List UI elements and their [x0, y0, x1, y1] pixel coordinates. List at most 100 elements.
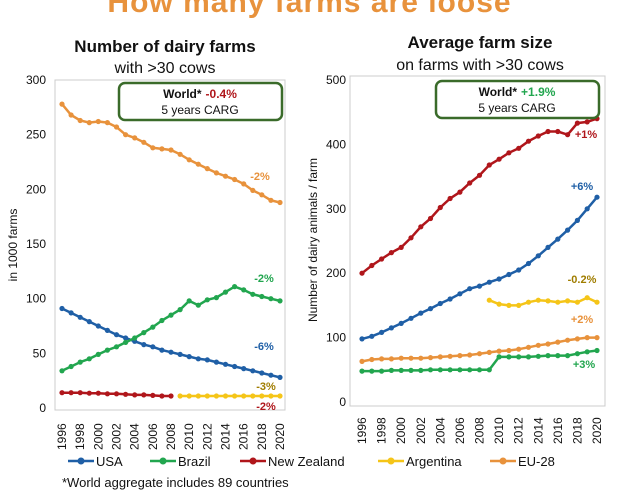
right-point-eu-28	[535, 342, 541, 348]
right-point-new-zealand	[545, 128, 551, 135]
right-x-ticks: 1996 1998 2000 2002 2004 2006 2008 2010 2012 2014…	[355, 417, 604, 444]
left-callout-label: World*	[163, 87, 202, 101]
right-line-new-zealand	[361, 117, 598, 275]
right-point-argentina	[525, 299, 532, 305]
left-x-tick-label: 2018	[255, 423, 269, 450]
right-label-usa: +6%	[571, 181, 594, 193]
left-y-tick-label: 200	[26, 182, 46, 196]
right-point-eu-28	[565, 337, 571, 343]
left-point-eu-28	[95, 118, 101, 125]
left-y-tick-label: 50	[33, 346, 47, 360]
right-point-usa	[369, 333, 375, 339]
left-point-brazil	[213, 295, 219, 301]
right-y-tick-label: 200	[326, 266, 346, 280]
left-point-eu-28	[159, 146, 165, 152]
legend-item-argentina: Argentina	[378, 454, 462, 469]
right-point-argentina	[516, 302, 522, 308]
left-point-new-zealand	[77, 390, 83, 396]
right-y-tick-label: 400	[326, 137, 346, 151]
left-point-usa	[168, 349, 174, 355]
left-point-brazil	[186, 298, 192, 304]
right-plot-frame	[349, 75, 606, 407]
left-point-new-zealand	[132, 392, 138, 398]
left-point-new-zealand	[86, 390, 92, 396]
right-y-tick-label: 300	[326, 202, 346, 216]
right-point-argentina	[496, 301, 502, 307]
right-point-new-zealand	[476, 172, 483, 178]
left-point-eu-28	[186, 157, 192, 163]
right-point-brazil	[525, 354, 532, 360]
right-point-usa	[486, 279, 492, 285]
banner-title: How many farms are loose	[107, 0, 512, 19]
left-label-brazil: -2%	[254, 273, 274, 285]
left-label-usa: -6%	[254, 341, 274, 353]
right-point-usa	[457, 291, 463, 297]
right-point-argentina	[545, 298, 551, 304]
right-point-new-zealand	[427, 215, 434, 222]
left-point-brazil	[68, 363, 74, 370]
right-point-new-zealand	[555, 128, 561, 135]
right-point-eu-28	[496, 348, 502, 354]
left-point-eu-28	[59, 101, 65, 107]
left-point-usa	[186, 354, 192, 360]
left-y-tick-label: 250	[26, 128, 46, 142]
right-point-usa	[584, 206, 590, 212]
right-point-usa	[574, 217, 581, 223]
left-point-brazil	[123, 339, 129, 345]
left-point-usa	[123, 335, 129, 341]
left-point-usa	[77, 314, 83, 320]
right-point-eu-28	[545, 341, 551, 347]
right-point-new-zealand	[565, 132, 571, 138]
right-point-eu-28	[555, 339, 561, 345]
left-point-usa	[213, 359, 219, 365]
left-point-brazil	[113, 344, 120, 350]
left-point-usa	[113, 332, 120, 338]
left-callout-value: -0.4%	[206, 87, 238, 101]
left-point-brazil	[77, 359, 83, 365]
right-point-eu-28	[398, 355, 404, 361]
left-x-tick-label: 2000	[91, 423, 105, 450]
left-point-argentina	[241, 393, 247, 399]
right-point-eu-28	[486, 349, 492, 355]
left-plot-frame	[54, 79, 286, 411]
left-point-argentina	[177, 393, 183, 399]
right-x-tick-label: 2012	[512, 417, 526, 444]
left-label-eu-28: -2%	[250, 171, 270, 183]
right-point-brazil	[516, 354, 522, 360]
right-x-tick-label: 2006	[453, 417, 467, 444]
left-x-tick-label: 2010	[182, 423, 196, 450]
right-y-tick-label: 100	[326, 331, 346, 345]
left-point-usa	[104, 327, 110, 333]
left-point-argentina	[222, 393, 229, 399]
left-point-brazil	[95, 351, 101, 357]
left-point-brazil	[222, 289, 229, 295]
left-point-eu-28	[259, 192, 265, 198]
right-world-callout	[434, 79, 601, 120]
right-callout-line1: World* +1.9%	[479, 85, 556, 99]
left-callout-sub: 5 years CARG	[161, 103, 238, 117]
left-point-new-zealand	[141, 392, 147, 398]
legend-marker	[387, 457, 395, 465]
left-x-tick-label: 2012	[200, 423, 214, 450]
left-x-tick-label: 2002	[110, 423, 124, 450]
right-point-eu-28	[447, 353, 453, 359]
right-point-usa	[388, 325, 394, 331]
left-point-usa	[204, 357, 210, 363]
left-world-callout	[117, 81, 284, 122]
left-x-tick-label: 2014	[219, 423, 233, 450]
right-point-eu-28	[427, 355, 434, 361]
legend-marker	[499, 457, 507, 465]
left-point-new-zealand	[95, 390, 101, 396]
right-point-brazil	[486, 367, 492, 373]
left-point-usa	[141, 342, 147, 348]
left-point-brazil	[104, 347, 110, 353]
left-point-eu-28	[222, 173, 229, 179]
legend-marker	[159, 457, 167, 465]
right-x-tick-label: 2020	[590, 417, 604, 444]
legend-label: USA	[96, 454, 123, 469]
right-point-usa	[359, 336, 365, 342]
right-point-eu-28	[437, 354, 443, 360]
right-point-usa	[427, 306, 434, 312]
right-point-argentina	[574, 299, 581, 305]
left-point-usa	[95, 323, 101, 329]
